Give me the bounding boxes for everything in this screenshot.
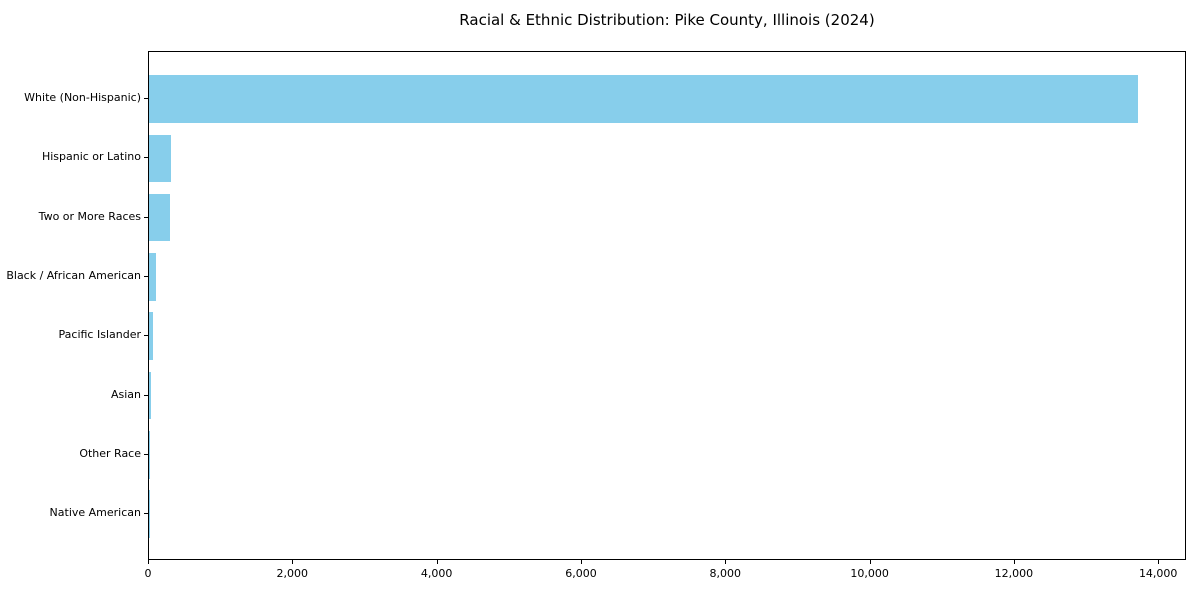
y-tick-mark [144, 394, 148, 396]
y-tick-label-white-non-hispanic: White (Non-Hispanic) [24, 90, 141, 104]
y-tick-label-pacific-islander: Pacific Islander [58, 328, 141, 342]
bar-two-or-more-races [149, 193, 170, 242]
y-tick-label-hispanic-or-latino: Hispanic or Latino [41, 150, 141, 164]
y-tick-mark [144, 453, 148, 455]
bar-asian [149, 371, 152, 420]
plot-area [148, 51, 1186, 560]
x-tick-label-8000: 8,000 [709, 567, 742, 580]
bar-hispanic-or-latino [149, 134, 172, 182]
y-tick-mark [144, 513, 148, 515]
y-tick-mark [144, 216, 148, 218]
bar-white-non-hispanic [149, 75, 1138, 123]
y-tick-label-two-or-more-races: Two or More Races [38, 209, 141, 223]
x-tick-label-4000: 4,000 [420, 567, 453, 580]
x-tick-mark [725, 560, 727, 564]
x-tick-mark [1158, 560, 1160, 564]
bar-black-african-american [149, 253, 157, 301]
bar-pacific-islander [149, 312, 153, 360]
bar-other-race [149, 431, 150, 479]
chart-title: Racial & Ethnic Distribution: Pike Count… [459, 11, 875, 29]
y-tick-label-asian: Asian [110, 387, 141, 401]
x-tick-mark [581, 560, 582, 564]
x-tick-mark [148, 560, 149, 564]
x-tick-label-6000: 6,000 [565, 567, 597, 580]
x-tick-label-10000: 10,000 [850, 567, 889, 580]
y-tick-mark [144, 157, 148, 159]
x-tick-label-12000: 12,000 [994, 567, 1034, 580]
y-tick-mark [144, 97, 148, 99]
x-tick-mark [869, 560, 871, 564]
y-tick-label-native-american: Native American [49, 506, 141, 520]
x-tick-label-0: 0 [144, 567, 152, 580]
x-tick-mark [436, 560, 438, 564]
x-tick-mark [1013, 560, 1015, 564]
y-tick-mark [144, 335, 148, 337]
x-tick-mark [292, 560, 294, 564]
y-tick-label-other-race: Other Race [79, 446, 141, 460]
x-tick-label-2000: 2,000 [276, 567, 309, 580]
y-tick-mark [144, 275, 148, 277]
y-tick-label-black-african-american: Black / African American [6, 268, 141, 282]
x-tick-label-14000: 14,000 [1138, 567, 1178, 580]
